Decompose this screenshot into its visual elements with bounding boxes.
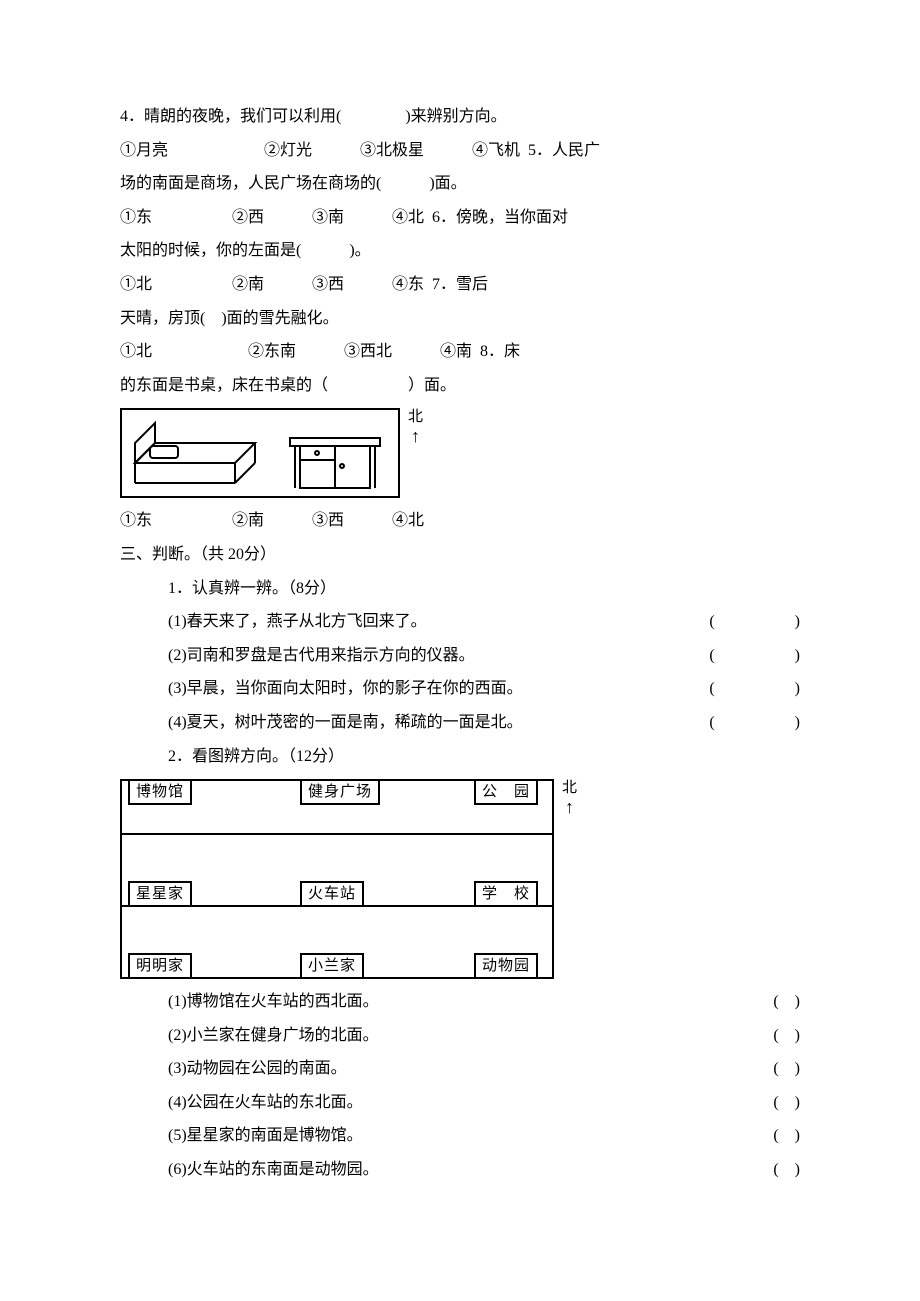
tf-row: (4)公园在火车站的东北面。 ( ) [120,1086,800,1120]
map-box: 动物园 [474,953,538,979]
north-indicator-2: 北 ↑ [562,779,577,819]
map-box: 火车站 [300,881,364,907]
q8-stem: 的东面是书桌，床在书桌的（ ）面。 [120,369,800,403]
map-box: 健身广场 [300,779,380,805]
bed-desk-svg [120,408,400,498]
tf-text: (3)早晨，当你面向太阳时，你的影子在你的西面。 [168,672,670,706]
bed-desk-figure: 北 ↑ [120,408,800,498]
tf-text: (3)动物园在公园的南面。 [168,1052,740,1086]
map-box: 明明家 [128,953,192,979]
tf-text: (4)夏天，树叶茂密的一面是南，稀疏的一面是北。 [168,706,670,740]
tf-text: (6)火车站的东南面是动物园。 [168,1153,740,1187]
q8-opts: ①东 ②南 ③西 ④北 [120,504,800,538]
q5-stem: 场的南面是商场，人民广场在商场的( )面。 [120,167,800,201]
tf-row: (5)星星家的南面是博物馆。 ( ) [120,1119,800,1153]
section3-title: 三、判断。（共 20分） [120,538,800,572]
q6-stem: 太阳的时候，你的左面是( )。 [120,234,800,268]
north-label: 北 [562,779,577,797]
north-label: 北 [408,408,423,426]
map-box: 博物馆 [128,779,192,805]
map-box: 公 园 [474,779,538,805]
tf-paren: ( ) [670,605,800,639]
section3-sub2-title: 2．看图辨方向。（12分） [120,740,800,774]
tf-row: (3)动物园在公园的南面。 ( ) [120,1052,800,1086]
tf-text: (2)小兰家在健身广场的北面。 [168,1019,740,1053]
q6-opts-q7-lead: ①北 ②南 ③西 ④东 7．雪后 [120,268,800,302]
tf-paren: ( ) [740,1119,800,1153]
north-indicator-1: 北 ↑ [408,408,423,448]
map-row-3: 明明家 小兰家 动物园 [122,907,552,979]
tf-text: (2)司南和罗盘是古代用来指示方向的仪器。 [168,639,670,673]
tf-row: (1)博物馆在火车站的西北面。 ( ) [120,985,800,1019]
section3-sub1-title: 1．认真辨一辨。（8分） [120,572,800,606]
tf-paren: ( ) [740,1052,800,1086]
tf-text: (1)春天来了，燕子从北方飞回来了。 [168,605,670,639]
tf-paren: ( ) [670,639,800,673]
north-arrow-icon: ↑ [562,797,577,819]
map-figure: 博物馆 健身广场 公 园 星星家 火车站 学 校 明明家 小兰家 动物园 北 ↑ [120,779,800,979]
tf-text: (5)星星家的南面是博物馆。 [168,1119,740,1153]
tf-row: (3)早晨，当你面向太阳时，你的影子在你的西面。 ( ) [120,672,800,706]
tf-paren: ( ) [670,672,800,706]
q4-opts-q5-lead: ①月亮 ②灯光 ③北极星 ④飞机 5．人民广 [120,134,800,168]
q7-opts-q8-lead: ①北 ②东南 ③西北 ④南 8．床 [120,335,800,369]
map-outer: 博物馆 健身广场 公 园 星星家 火车站 学 校 明明家 小兰家 动物园 [120,779,554,979]
tf-paren: ( ) [740,1153,800,1187]
map-box: 学 校 [474,881,538,907]
map-row-2: 星星家 火车站 学 校 [122,835,552,907]
tf-paren: ( ) [740,985,800,1019]
map-row-1: 博物馆 健身广场 公 园 [122,781,552,835]
tf-text: (4)公园在火车站的东北面。 [168,1086,740,1120]
tf-paren: ( ) [670,706,800,740]
tf-paren: ( ) [740,1086,800,1120]
q5-opts-q6-lead: ①东 ②西 ③南 ④北 6．傍晚，当你面对 [120,201,800,235]
tf-row: (6)火车站的东南面是动物园。 ( ) [120,1153,800,1187]
tf-paren: ( ) [740,1019,800,1053]
tf-row: (2)小兰家在健身广场的北面。 ( ) [120,1019,800,1053]
tf-row: (2)司南和罗盘是古代用来指示方向的仪器。 ( ) [120,639,800,673]
north-arrow-icon: ↑ [408,426,423,448]
map-box: 星星家 [128,881,192,907]
worksheet-page: 4．晴朗的夜晚，我们可以利用( )来辨别方向。 ①月亮 ②灯光 ③北极星 ④飞机… [0,0,920,1247]
tf-row: (1)春天来了，燕子从北方飞回来了。 ( ) [120,605,800,639]
tf-text: (1)博物馆在火车站的西北面。 [168,985,740,1019]
map-box: 小兰家 [300,953,364,979]
tf-row: (4)夏天，树叶茂密的一面是南，稀疏的一面是北。 ( ) [120,706,800,740]
q4-stem: 4．晴朗的夜晚，我们可以利用( )来辨别方向。 [120,100,800,134]
q7-stem: 天晴，房顶( )面的雪先融化。 [120,302,800,336]
